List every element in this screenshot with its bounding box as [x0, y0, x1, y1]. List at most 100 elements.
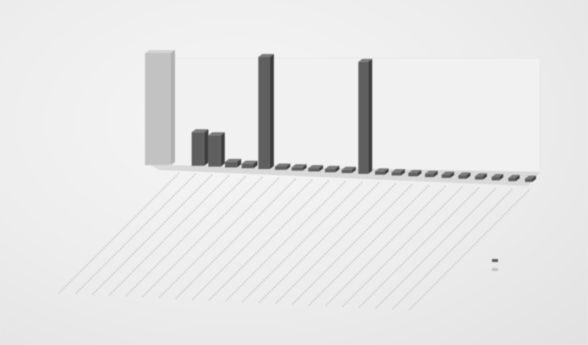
bar-top: [291, 164, 307, 168]
bar: [375, 168, 389, 175]
bar-front: [308, 168, 320, 172]
bar: [191, 129, 209, 166]
bar-top: [208, 132, 225, 136]
bar-front: [358, 61, 369, 174]
bar-side: [466, 172, 471, 179]
bar: [491, 174, 504, 181]
bar: [441, 171, 455, 178]
bar-side: [433, 170, 438, 178]
bar-side: [220, 132, 225, 167]
bar: [391, 169, 405, 176]
category-label-guide: [58, 172, 180, 294]
bar-front: [191, 132, 205, 166]
bar-front: [408, 172, 418, 177]
category-label-guide: [125, 175, 247, 297]
category-label-guide: [275, 183, 397, 304]
bar-top: [308, 165, 324, 169]
bar: [325, 165, 340, 173]
bar-side: [269, 54, 274, 170]
bar-side: [499, 174, 504, 181]
bar-top: [508, 174, 520, 178]
category-label-guide: [191, 179, 313, 300]
bar-front: [491, 177, 500, 181]
category-label-guide: [391, 188, 513, 310]
bar-top: [275, 163, 291, 167]
bar-front: [391, 172, 401, 176]
bar-side: [286, 163, 291, 170]
bar-side: [351, 166, 356, 174]
bar-side: [450, 171, 455, 178]
bar-side: [253, 160, 258, 169]
category-label-guide: [375, 187, 497, 309]
bar-side: [368, 58, 373, 174]
category-labels: [58, 172, 530, 311]
bar-top: [325, 165, 340, 169]
bar-front: [241, 163, 254, 169]
bar-top: [241, 160, 258, 164]
bar-top: [458, 172, 471, 176]
bar-front: [341, 169, 352, 174]
bar-top: [191, 129, 209, 133]
category-label-guide: [341, 186, 463, 308]
bars: [145, 50, 536, 182]
bar-top: [475, 173, 487, 177]
bar: [508, 174, 520, 182]
bar: [408, 169, 422, 177]
category-label-guide: [408, 189, 530, 311]
bar-side: [532, 175, 536, 182]
chart-floor: [150, 165, 540, 186]
category-label-guide: [141, 176, 263, 298]
bar-side: [400, 169, 405, 176]
legend: [492, 259, 498, 271]
bar-side: [417, 169, 422, 177]
bar-top: [525, 175, 536, 179]
category-label-guide: [91, 174, 213, 296]
bar-front: [208, 135, 221, 167]
category-label-guide: [208, 179, 330, 301]
bar-side: [302, 164, 307, 171]
category-label-guide: [358, 187, 480, 308]
bar-top: [441, 171, 455, 175]
bar-front: [375, 171, 385, 175]
bar-front: [508, 177, 516, 182]
bar-front: [325, 168, 336, 173]
bar-side: [237, 158, 242, 168]
bar-top: [225, 158, 242, 162]
bar: [525, 175, 536, 182]
category-label-guide: [291, 183, 413, 305]
bar-side: [482, 173, 487, 180]
bar-side: [515, 174, 520, 182]
bar-side: [384, 168, 389, 175]
bar-front: [525, 178, 532, 182]
bar-top: [145, 50, 175, 53]
bar-side: [319, 165, 324, 172]
bar: [358, 58, 373, 174]
bar-side: [171, 50, 175, 165]
legend-swatch-1: [492, 259, 498, 262]
bar: [475, 173, 487, 180]
bar-top: [375, 168, 389, 172]
bar: [145, 50, 175, 165]
bar-top: [408, 169, 422, 173]
bar-top: [341, 166, 356, 170]
bar-side: [204, 129, 209, 166]
bar-front: [275, 166, 287, 170]
bar-top: [425, 170, 438, 174]
bar: [275, 163, 291, 170]
category-label-guide: [108, 175, 230, 296]
category-label-guide: [241, 181, 363, 303]
bar-front: [475, 176, 483, 180]
category-label-guide: [75, 173, 197, 295]
bar: [225, 158, 242, 168]
bar-top: [391, 169, 405, 173]
bar-top: [358, 58, 373, 62]
bar: [291, 164, 307, 171]
bar: [258, 54, 274, 170]
category-label-guide: [308, 184, 430, 306]
bar-front: [225, 161, 238, 168]
bar-top: [491, 174, 504, 178]
bar: [241, 160, 258, 169]
bar: [308, 165, 324, 172]
